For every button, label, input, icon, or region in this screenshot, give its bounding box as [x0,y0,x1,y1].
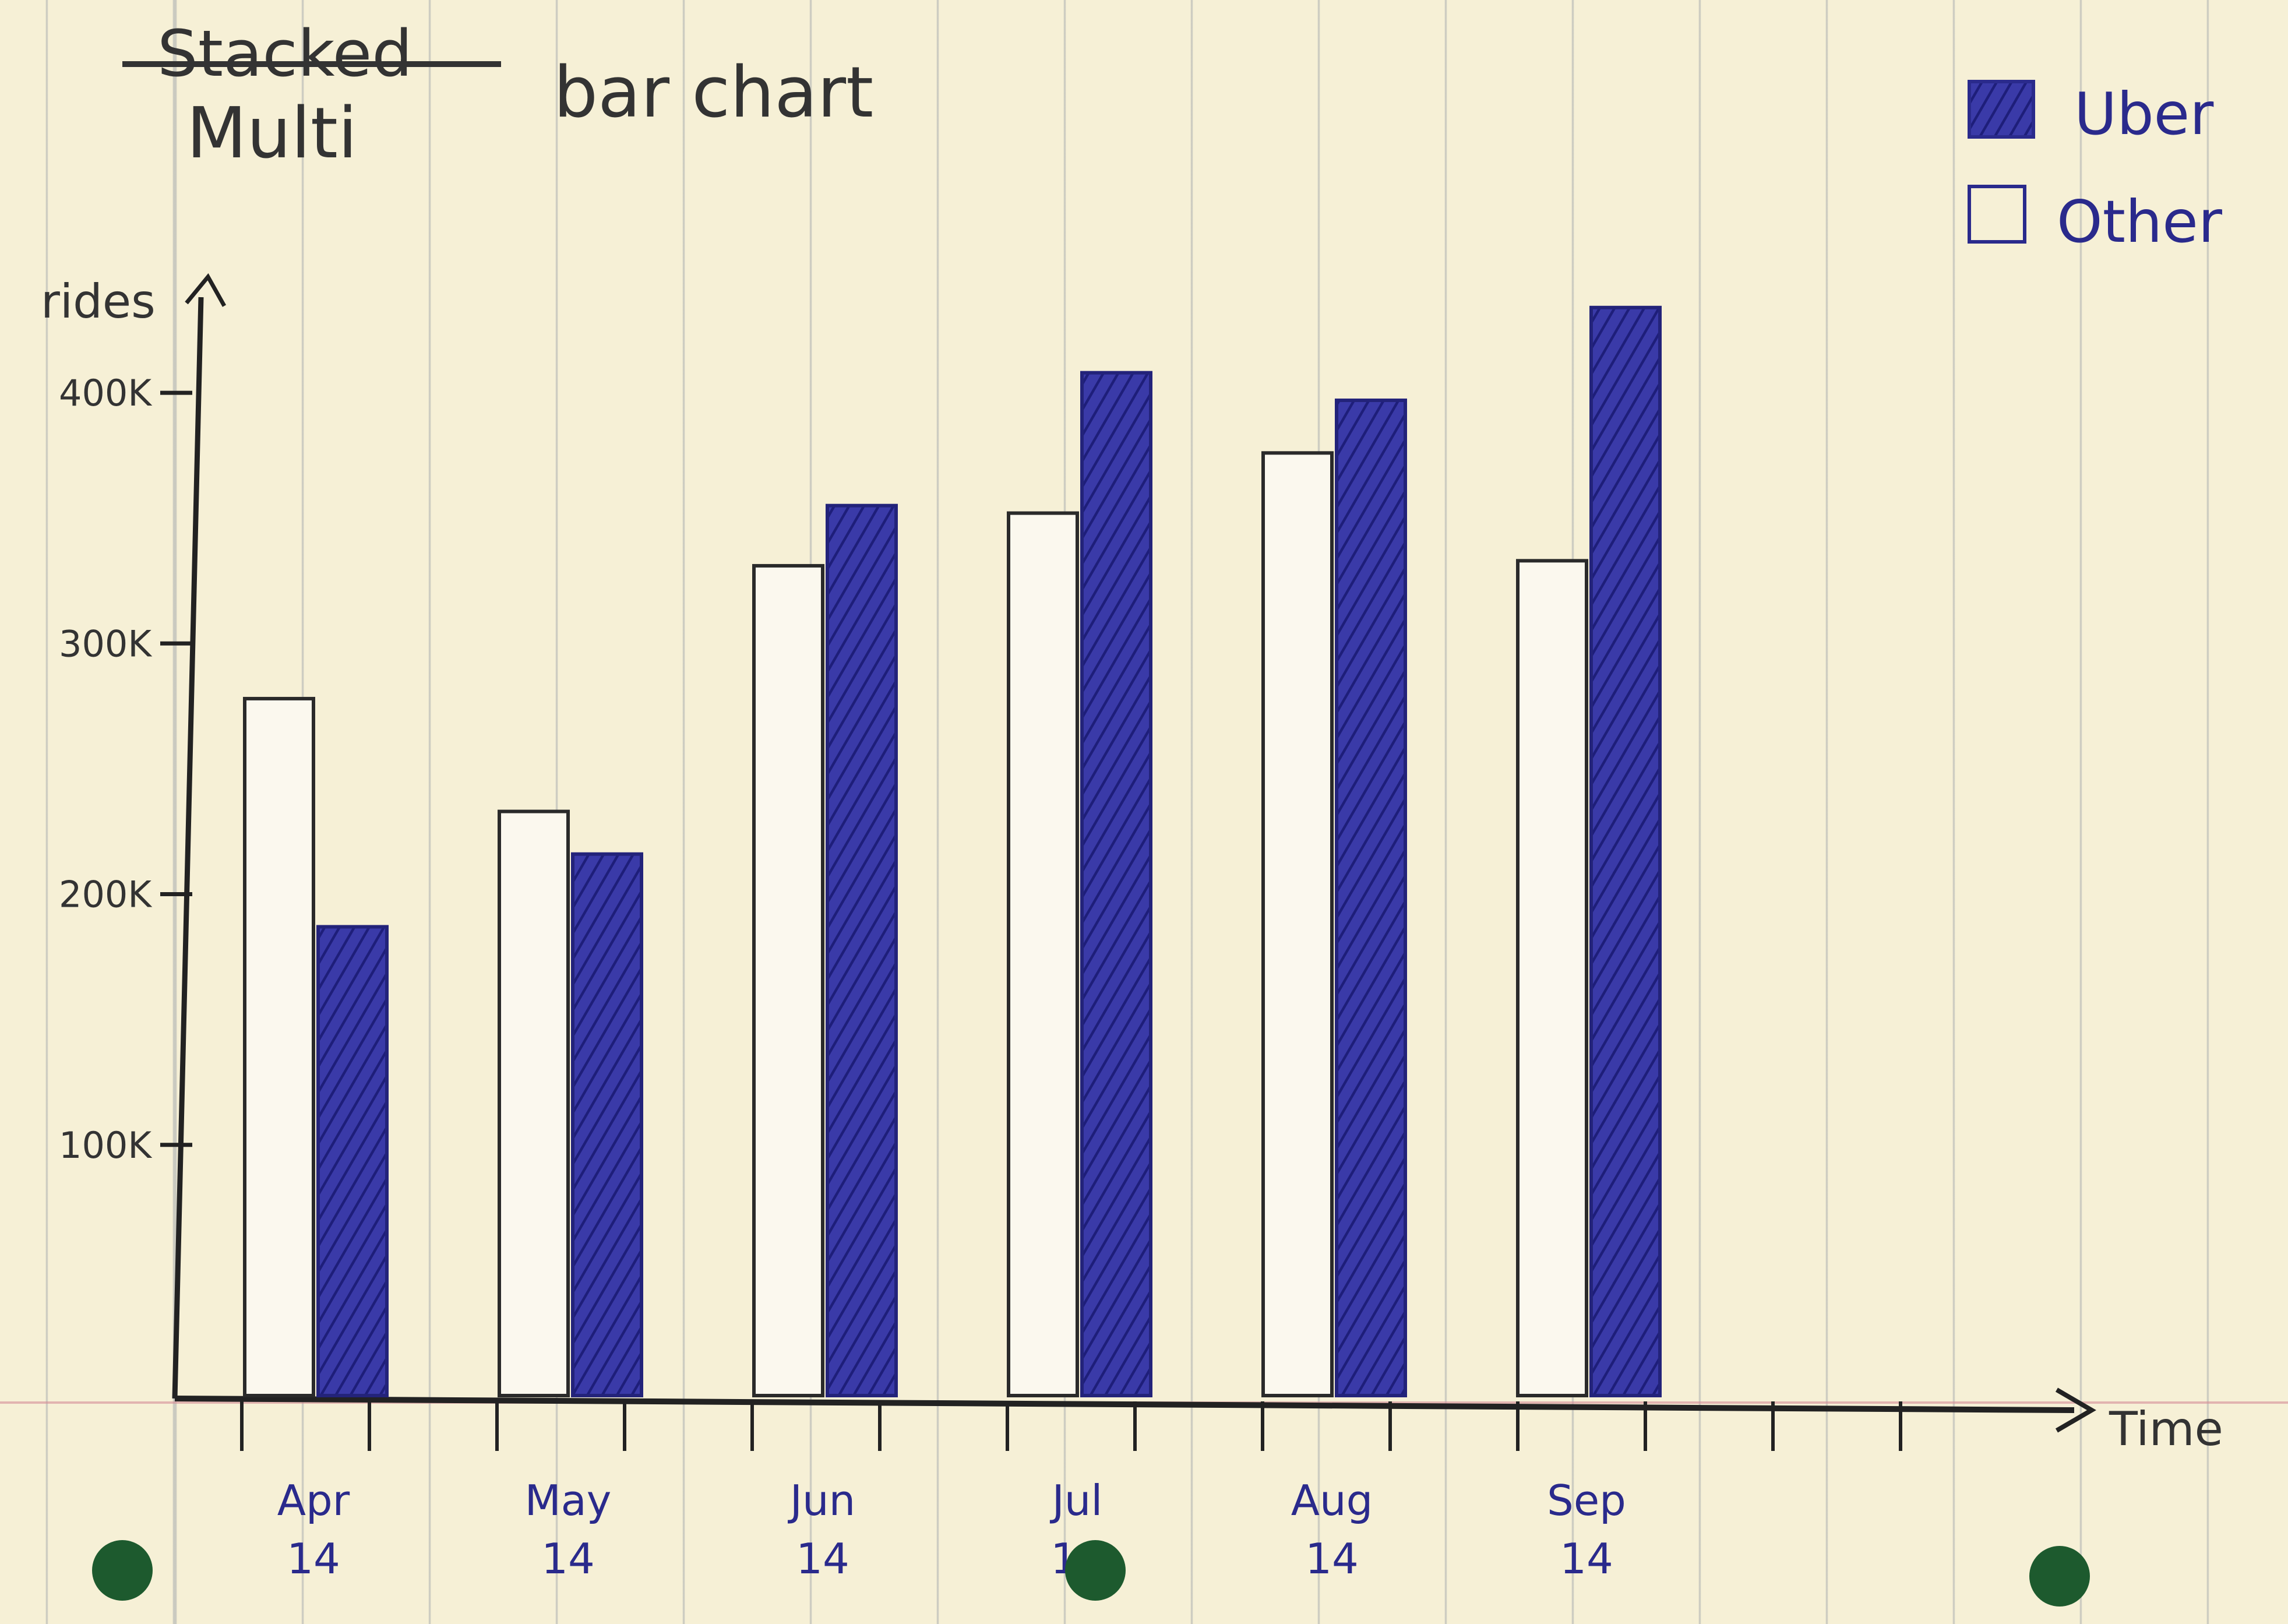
y-axis-line [172,297,204,1399]
y-tick-label: 100K [59,1124,152,1167]
bar-uber-jul [1080,371,1152,1398]
x-label-year: 14 [796,1534,849,1583]
legend: Uber Other [1968,80,2223,256]
x-label-year: 14 [287,1534,340,1583]
x-label-month: Jun [788,1476,856,1525]
legend-swatch-uber [1968,80,2035,139]
y-ticks: 100K 200K 300K 400K [59,372,192,1167]
x-label-year: 14 [1305,1534,1359,1583]
bar-uber-aug [1335,398,1407,1398]
bar-uber-jun [826,503,898,1397]
y-axis-label: rides [41,274,156,329]
x-label-month: Apr [277,1476,350,1525]
y-axis-arrowhead [185,273,227,307]
x-label-month: Jul [1050,1476,1103,1525]
bar-uber-may [571,852,643,1397]
x-label-month: Aug [1291,1476,1373,1525]
y-tick-label: 400K [59,372,152,414]
chart-title: Stacked Multi bar chart [122,16,873,174]
title-rest: bar chart [554,52,873,133]
x-label-year: 14 [1560,1534,1613,1583]
x-label-month: May [525,1476,612,1525]
binder-holes [92,1540,2090,1607]
y-tick-label: 200K [59,873,152,916]
binder-hole-right [2029,1546,2090,1607]
bar-uber-sep [1589,305,1662,1398]
bar-uber-apr [316,925,389,1397]
binder-hole-center [1065,1540,1126,1601]
legend-label-uber: Uber [2074,80,2214,148]
x-ticks [240,1401,1902,1451]
bar-other-sep [1516,559,1588,1397]
bar-other-apr [243,696,315,1397]
x-label-year: 14 [541,1534,595,1583]
axes: rides Time [41,273,2223,1456]
x-axis-arrowhead [2055,1387,2096,1433]
x-axis-label: Time [2109,1402,2223,1456]
bars [243,305,1662,1398]
legend-swatch-other [1968,185,2026,244]
x-axis-line [174,1396,2075,1413]
title-struck-word: Stacked [157,16,413,91]
legend-label-other: Other [2057,188,2223,256]
binder-hole-left [92,1540,153,1601]
bar-other-aug [1261,451,1334,1397]
x-label-month: Sep [1547,1476,1626,1525]
title-replacement-word: Multi [186,93,357,174]
bar-other-jun [752,563,824,1398]
bar-other-jul [1007,511,1079,1397]
x-category-labels: Apr14May14Jun14Jul14Aug14Sep14 [277,1476,1626,1583]
bar-other-may [498,809,570,1397]
y-tick-label: 300K [59,622,152,665]
